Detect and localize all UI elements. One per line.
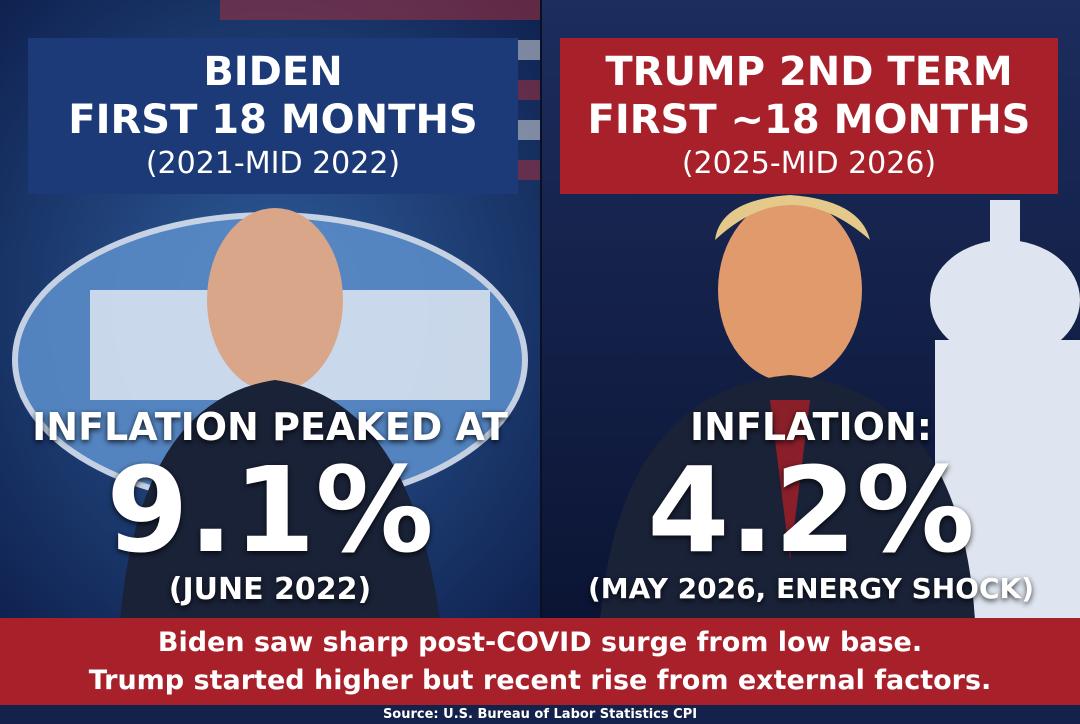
source: Source: U.S. Bureau of Labor Statistics … (382, 707, 698, 722)
right-label: INFLATION: (690, 405, 932, 449)
right-note: (MAY 2026, ENERGY SHOCK) (587, 572, 1035, 605)
right-figure: 4.2% (647, 441, 975, 579)
left-name: BIDEN (203, 49, 343, 95)
right-period: FIRST ~18 MONTHS (587, 97, 1031, 143)
right-name: TRUMP 2ND TERM (605, 49, 1013, 95)
right-years: (2025-MID 2026) (681, 146, 937, 181)
left-label: INFLATION PEAKED AT (32, 405, 508, 449)
left-note: (JUNE 2022) (168, 572, 372, 607)
footer-line: Trump started higher but recent rise fro… (88, 665, 992, 696)
left-period: FIRST 18 MONTHS (68, 97, 478, 143)
footer-line: Biden saw sharp post-COVID surge from lo… (157, 627, 923, 658)
left-header: BIDEN FIRST 18 MONTHS (2021-MID 2022) (28, 38, 518, 194)
left-years: (2021-MID 2022) (145, 146, 401, 181)
right-header: TRUMP 2ND TERM FIRST ~18 MONTHS (2025-MI… (560, 38, 1058, 194)
left-figure: 9.1% (106, 441, 434, 579)
